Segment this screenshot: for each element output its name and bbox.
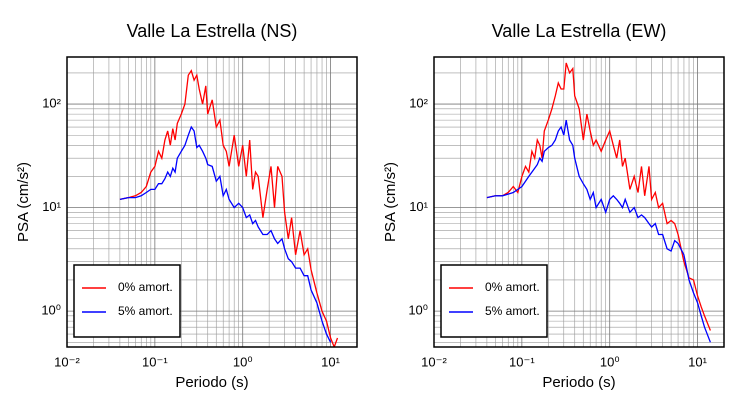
- y-tick-label: 10¹: [42, 199, 61, 214]
- y-tick-label: 10²: [42, 96, 61, 111]
- x-tick-label: 10⁻²: [54, 354, 80, 369]
- legend-box: [440, 264, 548, 338]
- x-tick-label: 10⁰: [600, 354, 620, 369]
- plot-lines: [119, 69, 339, 347]
- plot-lines: [486, 62, 712, 343]
- y-axis-label: PSA (cm/s²): [15, 162, 32, 242]
- series-line: [486, 62, 712, 331]
- x-tick-label: 10¹: [688, 354, 707, 369]
- legend-label: 0% amort.: [485, 280, 540, 294]
- x-tick-label: 10¹: [321, 354, 340, 369]
- y-tick-label: 10²: [409, 96, 428, 111]
- x-axis-label: Periodo (s): [175, 374, 248, 391]
- series-line: [119, 69, 339, 347]
- legend-label: 0% amort.: [118, 280, 173, 294]
- x-tick-label: 10⁻¹: [142, 354, 168, 369]
- legend-label: 5% amort.: [485, 304, 540, 318]
- x-axis-label: Periodo (s): [542, 374, 615, 391]
- chart-title: Valle La Estrella (NS): [127, 21, 298, 41]
- chart-title: Valle La Estrella (EW): [492, 21, 667, 41]
- y-tick-label: 10⁰: [41, 303, 61, 318]
- series-line: [486, 119, 712, 343]
- series-line: [119, 125, 332, 343]
- plot-frame: [66, 56, 358, 348]
- legend-box: [73, 264, 181, 338]
- x-tick-label: 10⁻²: [421, 354, 447, 369]
- x-tick-label: 10⁰: [233, 354, 253, 369]
- legend-label: 5% amort.: [118, 304, 173, 318]
- plot-frame: [433, 56, 725, 348]
- y-axis-label: PSA (cm/s²): [382, 162, 399, 242]
- y-tick-label: 10¹: [409, 199, 428, 214]
- x-tick-label: 10⁻¹: [509, 354, 535, 369]
- y-tick-label: 10⁰: [408, 303, 428, 318]
